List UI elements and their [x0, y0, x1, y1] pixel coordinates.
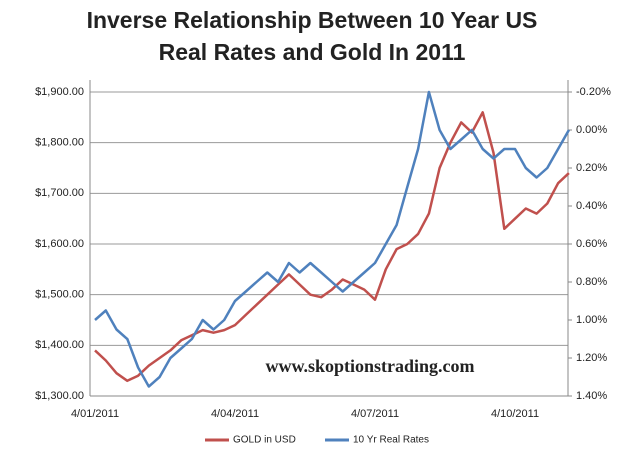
y2-tick-label: 0.20%: [576, 162, 607, 174]
x-tick-label: 4/10/2011: [491, 408, 539, 420]
y2-tick-label: 0.00%: [576, 124, 607, 136]
y2-tick-label: 0.40%: [576, 200, 607, 212]
series-line: [94, 111, 570, 383]
annotation: www.skoptionstrading.com: [265, 356, 474, 376]
y-tick-label: $1,400.00: [35, 339, 84, 351]
x-tick-label: 4/07/2011: [351, 408, 399, 420]
series-line: [94, 90, 570, 388]
y-tick-label: $1,500.00: [35, 289, 84, 301]
y-tick-label: $1,300.00: [35, 390, 84, 402]
y2-tick-label: 0.80%: [576, 276, 607, 288]
legend-label: 10 Yr Real Rates: [353, 435, 429, 446]
y2-tick-label: 0.60%: [576, 238, 607, 250]
legend-label: GOLD in USD: [233, 435, 296, 446]
y2-tick-label: -0.20%: [576, 86, 611, 98]
x-tick-label: 4/01/2011: [71, 408, 119, 420]
y2-tick-label: 1.20%: [576, 352, 607, 364]
y-tick-label: $1,600.00: [35, 238, 84, 250]
y-tick-label: $1,800.00: [35, 137, 84, 149]
x-tick-label: 4/04/2011: [211, 408, 259, 420]
chart-title: Inverse Relationship Between 10 Year US …: [86, 7, 538, 65]
y-tick-label: $1,900.00: [35, 86, 84, 98]
y2-tick-label: 1.00%: [576, 314, 607, 326]
y2-tick-label: 1.40%: [576, 390, 607, 402]
y-tick-label: $1,700.00: [35, 187, 84, 199]
